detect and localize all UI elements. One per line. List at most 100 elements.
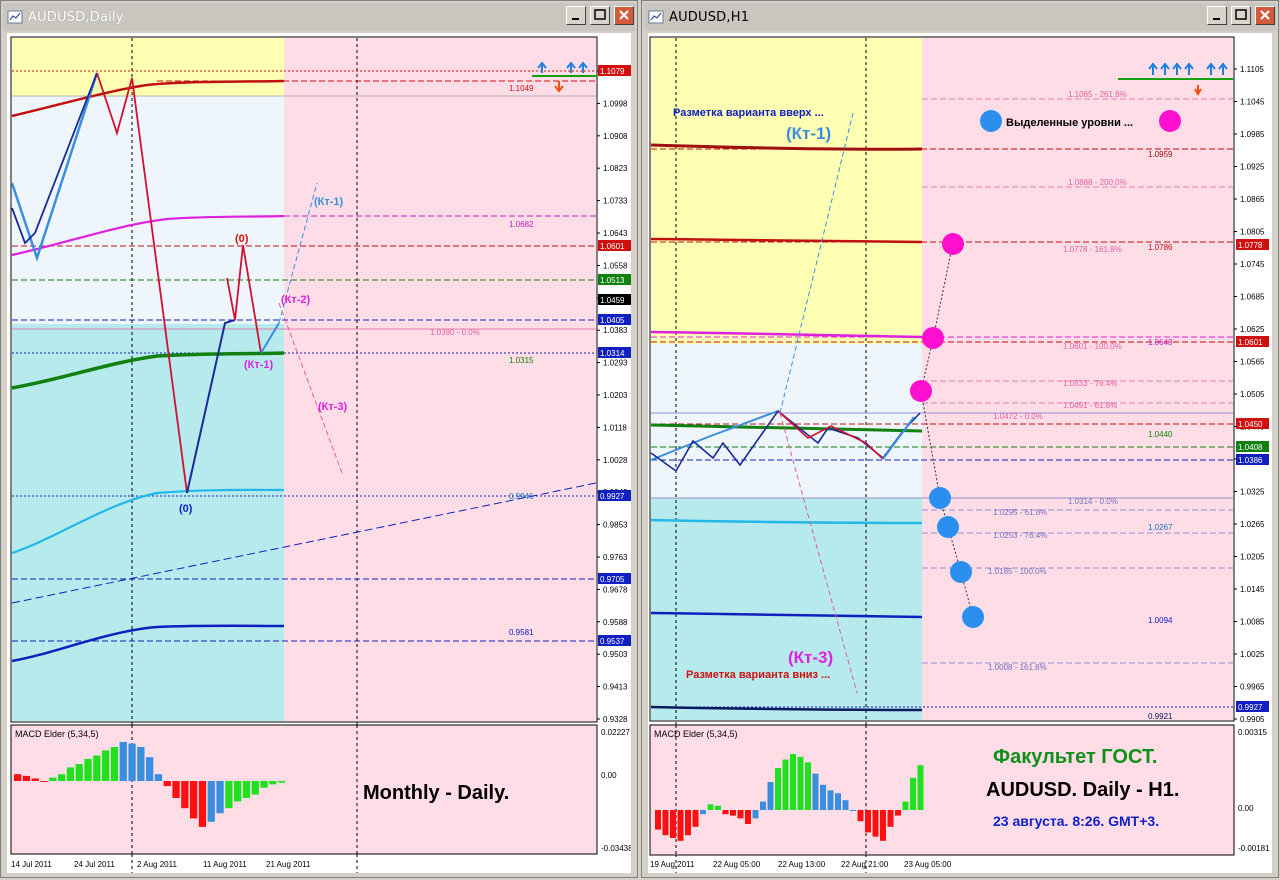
level-label: 1.0959 [1148,150,1173,159]
macd-bar [234,781,242,802]
macd-axis-value: -0.00181 [1238,844,1270,853]
date-axis-label: 22 Aug 13:00 [778,860,826,869]
price-axis-label: 0.9763 [603,553,628,562]
macd-bar [730,810,736,816]
level-label: 1.1049 [509,84,534,93]
macd-bar [917,765,924,810]
price-axis-label: 1.0383 [603,326,628,335]
macd-axis-value: 0.00315 [1238,728,1267,737]
price-axis-label: 1.0745 [1240,260,1265,269]
macd-bar [216,781,224,814]
macd-bar [700,810,706,815]
fib-label: 1.1065 - 261.8% [1068,90,1127,99]
level-label: 1.0094 [1148,616,1173,625]
right-window-title: AUDUSD,H1 [669,9,750,25]
macd-bar [49,777,57,781]
left-price-tags: 1.1079 1.0601 1.0513 1.0459 1.0405 1.0314 0.99… [598,65,631,646]
macd-axis-value: 0.00 [1238,804,1254,813]
wave-label: (Кт-2) [281,294,311,306]
price-tag [598,240,631,251]
price-axis-label: 1.0925 [1240,163,1265,172]
price-tag-label: 0.9537 [600,637,625,646]
macd-bar [880,810,886,841]
macd-bar [207,781,215,822]
close-button[interactable] [614,6,634,25]
close-button[interactable] [1255,6,1275,25]
price-axis-label: 1.0998 [603,99,628,108]
macd-pane [649,724,1235,856]
macd-bar [767,782,774,810]
signal-arrows-icon [532,61,597,93]
macd-bar [84,758,92,781]
left-window-title: AUDUSD,Daily [28,9,124,25]
macd-bar [707,804,714,810]
price-axis-label: 0.9678 [603,585,628,594]
price-axis-label: 1.0558 [603,261,628,270]
macd-bar [842,800,849,810]
macd-bar [14,774,22,781]
macd-bar [181,781,189,809]
level-label: 1.0267 [1148,523,1173,532]
macd-bar [102,750,110,781]
level-labels: 1.0959 1.0786 1.0643 1.0440 1.0267 1.0094 0.99… [1148,150,1173,721]
fib-label: 1.0472 - 0.0% [993,412,1043,421]
macd-bar [887,810,894,827]
macd-bar [662,810,669,836]
left-chart-area[interactable]: 1.1049 1.0682 1.0390 - 0.0% 1.0315 0.994… [7,33,633,878]
macd-bar [745,810,751,824]
minimize-button[interactable] [566,6,586,25]
price-tag [598,65,631,76]
right-price-tags: 1.0778 1.0601 1.0450 1.0408 1.0386 0.9927 [1236,239,1269,712]
wave-label: (0) [179,503,193,515]
price-tag [598,347,631,358]
price-tag [1236,441,1269,452]
fib-label: 1.0601 - 100.0% [1063,342,1122,351]
price-axis-label: 1.0625 [1240,325,1265,334]
macd-bar [820,784,826,810]
right-date-axis: 19 Aug 2011 22 Aug 05:00 22 Aug 13:00 22 Au… [650,860,952,869]
chart-caption: Monthly - Daily. [363,782,509,804]
chart-window-icon [648,10,664,24]
fib-label: 1.0314 - 0.0% [1068,497,1118,506]
macd-bar [66,767,75,781]
macd-bar [850,810,856,811]
macd-bar [872,810,879,837]
macd-indicator-label: MACD Elder (5,34,5) [15,729,99,739]
price-axis-label: 1.0505 [1240,390,1265,399]
price-tag-label: 0.9705 [600,575,625,584]
macd-bar [655,810,661,830]
maximize-button[interactable] [1231,6,1251,25]
fib-label: 1.0778 - 161.8% [1063,245,1122,254]
right-window-titlebar[interactable]: AUDUSD,H1 [644,3,1276,31]
macd-bar [797,756,804,810]
price-axis-label: 1.0565 [1240,358,1265,367]
macd-bar [857,810,864,822]
macd-bar [22,775,31,781]
right-chart-area[interactable]: Разметка варианта вверх ... Разметка вар… [648,33,1272,878]
minimize-button[interactable] [1207,6,1227,25]
price-axis-label: 1.0985 [1240,130,1265,139]
right-chart-svg[interactable]: Разметка варианта вверх ... Разметка вар… [648,33,1272,873]
macd-bar [902,801,909,810]
date-axis-label: 22 Aug 05:00 [713,860,761,869]
macd-bar [251,781,259,795]
maximize-button[interactable] [590,6,610,25]
price-axis-label: 0.9588 [603,618,628,627]
left-chart-svg[interactable]: 1.1049 1.0682 1.0390 - 0.0% 1.0315 0.994… [7,33,633,873]
price-axis-label: 1.0205 [1240,553,1265,562]
macd-axis-value: -0.03438 [601,844,631,853]
macd-bar [190,781,198,819]
blue-level-marker [962,606,984,628]
magenta-level-marker [910,380,932,402]
fib-label: 1.0888 - 200.0% [1068,178,1127,187]
caption-date: 23 августа. 8:26. GMT+3. [993,813,1159,829]
price-tag-label: 1.0405 [600,316,625,325]
macd-bar [692,810,699,827]
level-label: 1.0643 [1148,338,1173,347]
macd-bar [865,810,871,833]
macd-histogram [655,754,924,841]
macd-bar [110,747,119,781]
left-chart-window: AUDUSD,Daily [0,0,638,878]
left-window-titlebar[interactable]: AUDUSD,Daily [3,3,635,31]
fib-label: 1.0253 - 76.4% [993,531,1047,540]
